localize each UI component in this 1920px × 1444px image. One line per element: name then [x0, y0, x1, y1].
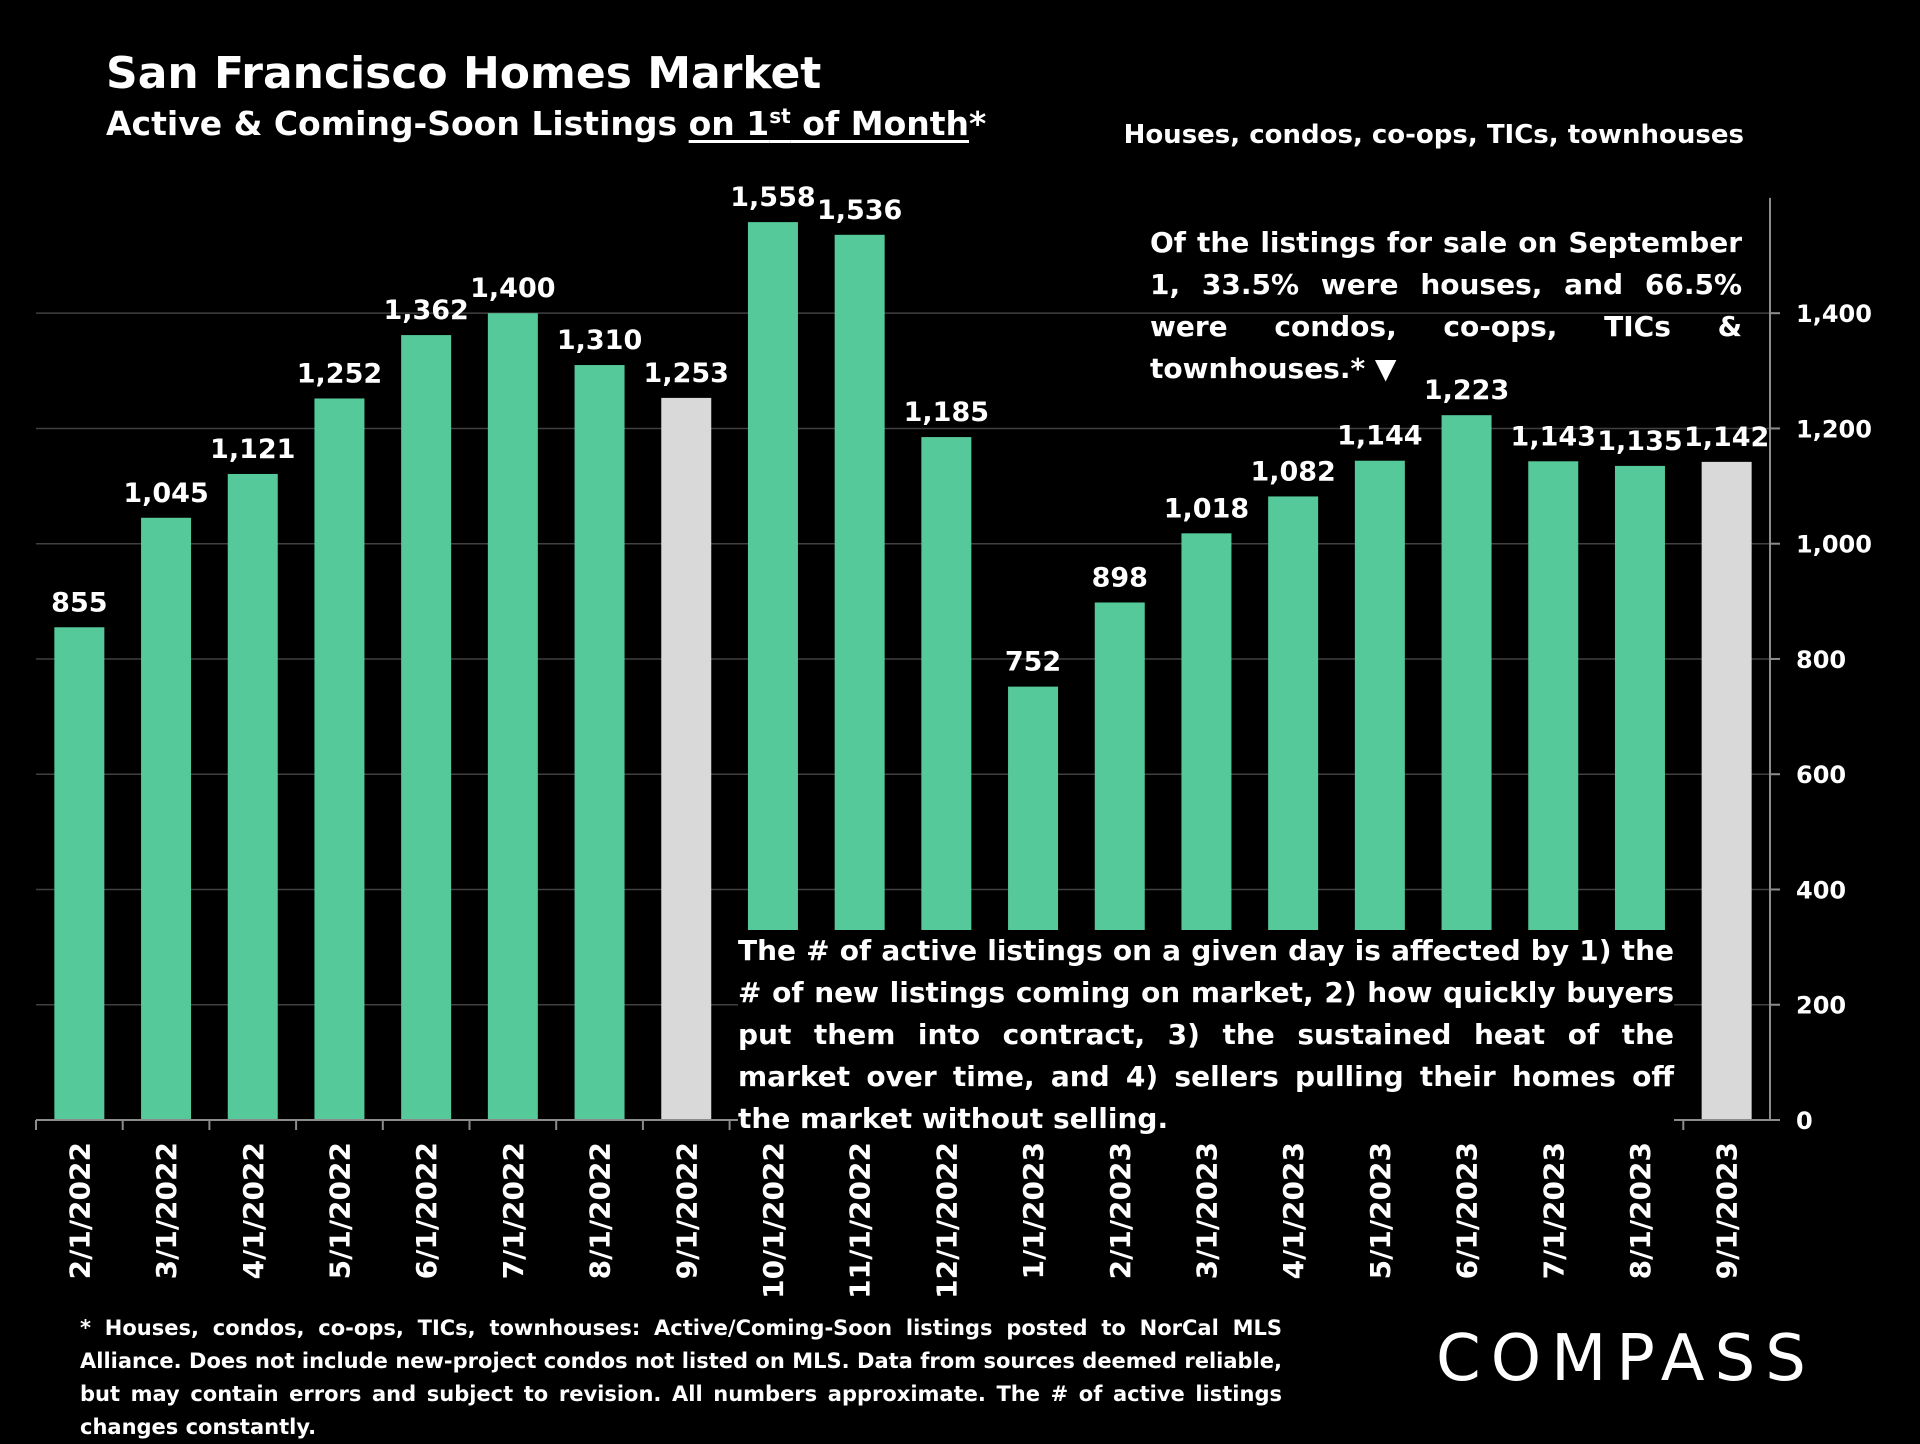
bar: [487, 313, 538, 1120]
y-tick-label: 1,000: [1796, 531, 1872, 559]
x-tick-label: 7/1/2022: [497, 1142, 530, 1279]
data-label: 1,144: [1337, 421, 1422, 452]
y-tick-label: 400: [1796, 876, 1846, 904]
x-tick-label: 2/1/2023: [1104, 1142, 1137, 1279]
subtitle-suffix: *: [969, 104, 987, 143]
y-tick-label: 0: [1796, 1107, 1813, 1135]
x-tick-label: 9/1/2023: [1711, 1142, 1744, 1279]
compass-logo: COMPASS: [1436, 1322, 1816, 1396]
chart-subtitle: Active & Coming-Soon Listings on 1st of …: [106, 104, 986, 143]
subtitle-lead: Active & Coming-Soon Listings: [106, 104, 689, 143]
x-tick-label: 1/1/2023: [1017, 1142, 1050, 1279]
data-label: 752: [1005, 647, 1061, 678]
x-tick-label: 7/1/2023: [1537, 1142, 1570, 1279]
x-tick-label: 8/1/2022: [584, 1142, 617, 1279]
y-tick-label: 600: [1796, 761, 1846, 789]
x-tick-label: 5/1/2022: [323, 1142, 356, 1279]
footnote: * Houses, condos, co-ops, TICs, townhous…: [80, 1316, 1282, 1439]
x-tick-label: 2/1/2022: [63, 1142, 96, 1279]
bar: [54, 627, 105, 1120]
data-label: 1,362: [383, 295, 468, 326]
data-label: 1,082: [1250, 456, 1335, 487]
subtitle-underlined-pre: on 1: [688, 104, 770, 143]
data-label: 1,223: [1424, 375, 1509, 406]
x-tick-label: 10/1/2022: [757, 1142, 790, 1299]
data-label: 1,558: [730, 182, 815, 213]
data-label: 1,185: [904, 397, 989, 428]
data-label: 1,252: [297, 358, 382, 389]
data-label: 1,135: [1597, 426, 1682, 457]
annotation-september-breakdown: Of the listings for sale on September 1,…: [1150, 226, 1742, 385]
property-types-note: Houses, condos, co-ops, TICs, townhouses: [1123, 120, 1744, 150]
data-label: 1,121: [210, 434, 295, 465]
y-tick-label: 200: [1796, 992, 1846, 1020]
y-tick-label: 1,200: [1796, 415, 1872, 443]
data-label: 1,253: [644, 358, 729, 389]
data-label: 1,143: [1511, 421, 1596, 452]
data-label: 1,142: [1684, 422, 1769, 453]
bar: [401, 335, 452, 1120]
data-label: 1,536: [817, 195, 902, 226]
bar: [661, 397, 712, 1120]
x-tick-label: 9/1/2022: [670, 1142, 703, 1279]
x-tick-label: 8/1/2023: [1624, 1142, 1657, 1279]
subtitle-underlined: on 1st of Month: [689, 104, 969, 143]
subtitle-superscript: st: [769, 104, 791, 128]
data-label: 1,045: [123, 478, 208, 509]
x-tick-label: 6/1/2022: [410, 1142, 443, 1279]
x-tick-label: 12/1/2022: [930, 1142, 963, 1299]
bar: [141, 517, 192, 1120]
chart-title: San Francisco Homes Market: [106, 48, 822, 99]
y-tick-label: 800: [1796, 646, 1846, 674]
x-tick-label: 3/1/2023: [1190, 1142, 1223, 1279]
y-tick-label: 1,400: [1796, 300, 1872, 328]
x-tick-label: 6/1/2023: [1451, 1142, 1484, 1279]
x-tick-label: 3/1/2022: [150, 1142, 183, 1279]
bar: [314, 398, 365, 1120]
bar: [1701, 461, 1752, 1121]
data-label: 1,018: [1164, 493, 1249, 524]
x-tick-label: 4/1/2023: [1277, 1142, 1310, 1279]
data-label: 855: [51, 587, 107, 618]
bar: [227, 473, 278, 1120]
data-label: 898: [1092, 562, 1148, 593]
x-tick-label: 11/1/2022: [844, 1142, 877, 1299]
bar: [574, 365, 625, 1120]
annotation-active-listings-explainer: The # of active listings on a given day …: [738, 930, 1674, 1140]
subtitle-underlined-post: of Month: [790, 104, 970, 143]
data-label: 1,400: [470, 273, 555, 304]
data-label: 1,310: [557, 325, 642, 356]
x-tick-label: 5/1/2023: [1364, 1142, 1397, 1279]
x-tick-label: 4/1/2022: [237, 1142, 270, 1279]
